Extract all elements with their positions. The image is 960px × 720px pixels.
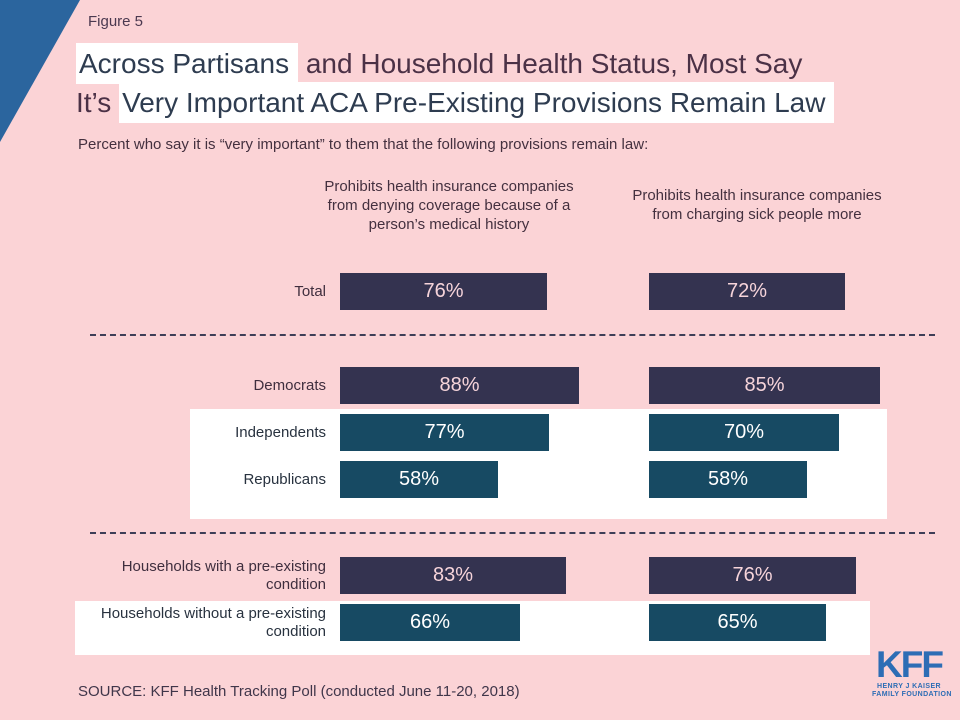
chart-row: Households without a pre-existing condit… <box>0 604 960 641</box>
row-label: Total <box>294 282 326 300</box>
bar-denying-coverage: 58% <box>340 461 498 498</box>
bar-denying-coverage: 66% <box>340 604 520 641</box>
row-label: Independents <box>235 423 326 441</box>
bar-denying-coverage: 76% <box>340 273 547 310</box>
bar-charging-more: 58% <box>649 461 807 498</box>
kff-logo: KFF HENRY J KAISER FAMILY FOUNDATION <box>872 644 952 699</box>
chart-row: Households with a pre-existing condition… <box>0 557 960 594</box>
title-segment: It’s <box>76 87 120 118</box>
bar-value: 83% <box>432 564 474 586</box>
bar-denying-coverage: 77% <box>340 414 549 451</box>
title-segment-highlighted: Across Partisans <box>76 43 299 84</box>
dashed-divider-bottom <box>90 532 935 534</box>
bar-charging-more: 85% <box>649 367 880 404</box>
row-label: Households with a pre-existing condition <box>121 557 326 593</box>
title-line: Across Partisans and Household Health St… <box>76 43 956 84</box>
bar-value: 58% <box>707 468 749 490</box>
bar-value: 77% <box>424 421 465 443</box>
title-segment: and Household Health Status, Most Say <box>298 48 803 79</box>
source-note: SOURCE: KFF Health Tracking Poll (conduc… <box>78 683 520 700</box>
dashed-divider-top <box>90 334 935 336</box>
bar-value: 76% <box>423 280 464 302</box>
kff-logo-text: KFF <box>876 644 944 685</box>
bar-charging-more: 72% <box>649 273 845 310</box>
bar-denying-coverage: 88% <box>340 367 579 404</box>
page-title: Across Partisans and Household Health St… <box>76 43 956 123</box>
bar-value: 70% <box>723 421 765 443</box>
bar-charging-more: 76% <box>649 557 856 594</box>
title-segment-highlighted: Very Important ACA Pre-Existing Provisio… <box>119 82 835 123</box>
figure-label: Figure 5 <box>88 13 144 30</box>
title-line: It’s Very Important ACA Pre-Existing Pro… <box>76 82 956 123</box>
bar-charging-more: 65% <box>649 604 826 641</box>
chart-row: Independents 77% 70% <box>0 414 960 451</box>
bar-value: 66% <box>409 611 451 633</box>
bar-value: 85% <box>744 374 785 396</box>
bar-denying-coverage: 83% <box>340 557 566 594</box>
bar-value: 72% <box>726 280 768 302</box>
bar-value: 76% <box>732 564 773 586</box>
column-header-denying-coverage: Prohibits health insurance companies fro… <box>324 178 574 233</box>
kff-logo-subtext-line1: HENRY J KAISER <box>877 683 941 690</box>
bar-value: 65% <box>717 611 758 633</box>
chart-row: Republicans 58% 58% <box>0 461 960 498</box>
subtitle: Percent who say it is “very important” t… <box>78 136 649 153</box>
bar-charging-more: 70% <box>649 414 839 451</box>
row-label: Democrats <box>253 376 326 394</box>
bar-value: 58% <box>398 468 440 490</box>
chart-row: Democrats 88% 85% <box>0 367 960 404</box>
row-label: Households without a pre-existing condit… <box>100 604 326 640</box>
bar-value: 88% <box>439 374 480 396</box>
column-header-charging-more: Prohibits health insurance companies fro… <box>632 187 882 223</box>
chart-row: Total 76% 72% <box>0 273 960 310</box>
kff-logo-subtext-line2: FAMILY FOUNDATION <box>872 691 952 698</box>
row-label: Republicans <box>243 470 326 488</box>
